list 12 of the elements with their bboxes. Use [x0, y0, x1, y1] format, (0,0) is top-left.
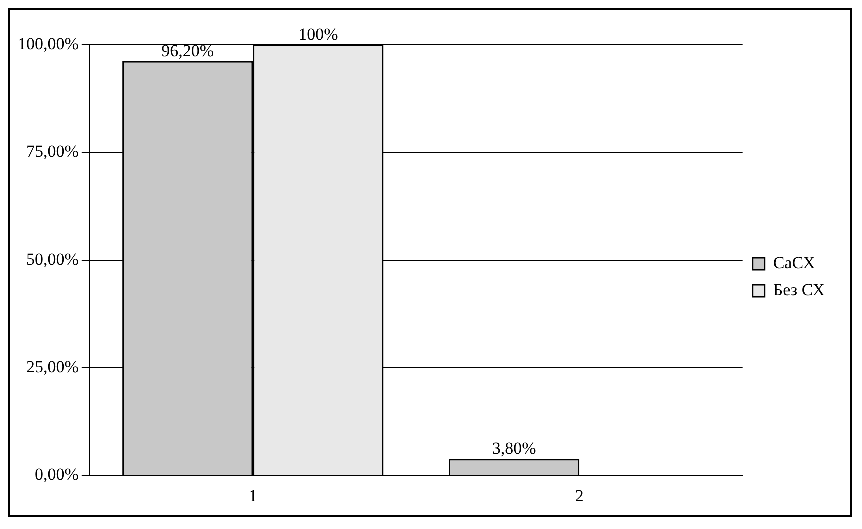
- legend-label: СаСХ: [773, 253, 816, 272]
- x-tick-label: 2: [575, 486, 584, 506]
- y-tick-label: 100,00%: [18, 34, 79, 54]
- data-label: 100%: [298, 24, 338, 44]
- y-tick-label: 50,00%: [26, 250, 79, 269]
- x-tick-label: 1: [248, 486, 258, 506]
- data-label: 96,20%: [162, 41, 214, 60]
- legend-label: Без СХ: [773, 280, 825, 300]
- y-tick-label: 25,00%: [26, 357, 79, 376]
- y-tick-label: 0,00%: [34, 465, 79, 484]
- y-tick-label: 75,00%: [26, 142, 79, 162]
- data-label: 3,80%: [492, 439, 536, 458]
